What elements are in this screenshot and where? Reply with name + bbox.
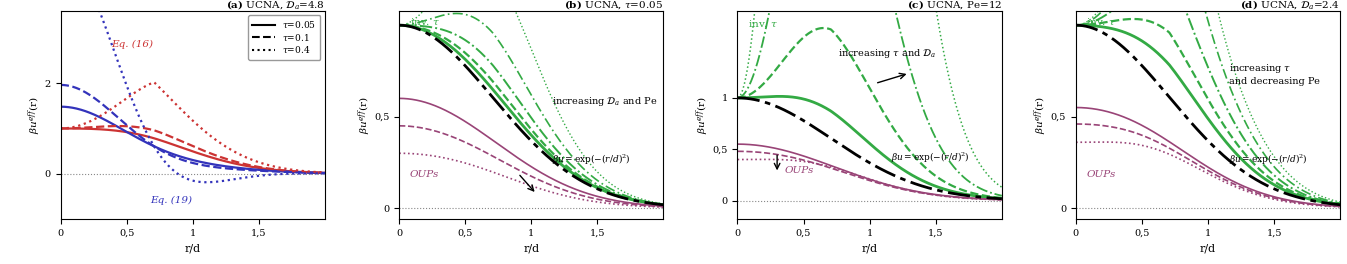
Text: OUPs: OUPs (1087, 170, 1115, 180)
Y-axis label: $\beta u^{eff}$(r): $\beta u^{eff}$(r) (356, 96, 373, 134)
Text: inv. $\tau$: inv. $\tau$ (409, 17, 440, 27)
Text: $\mathbf{(b)}$ UCNA, $\tau$=0.05: $\mathbf{(b)}$ UCNA, $\tau$=0.05 (564, 0, 664, 11)
Text: inv. $\tau$: inv. $\tau$ (1087, 17, 1117, 27)
Text: increasing $\tau$ and $\mathcal{D}_a$: increasing $\tau$ and $\mathcal{D}_a$ (838, 48, 936, 60)
X-axis label: r/d: r/d (185, 243, 201, 253)
Text: $\beta u{=}\exp(-(r/d)^2)$: $\beta u{=}\exp(-(r/d)^2)$ (552, 152, 632, 167)
Text: $\beta u{=}\exp(-(r/d)^2)$: $\beta u{=}\exp(-(r/d)^2)$ (890, 150, 970, 165)
Text: increasing $\tau$
and decreasing Pe: increasing $\tau$ and decreasing Pe (1230, 62, 1320, 86)
X-axis label: r/d: r/d (862, 243, 878, 253)
X-axis label: r/d: r/d (523, 243, 539, 253)
Text: $\beta u{=}\exp(-(r/d)^2)$: $\beta u{=}\exp(-(r/d)^2)$ (1230, 152, 1308, 167)
X-axis label: r/d: r/d (1200, 243, 1216, 253)
Text: Eq. (19): Eq. (19) (151, 196, 193, 205)
Text: inv. $\tau$: inv. $\tau$ (748, 19, 779, 29)
Text: OUPs: OUPs (409, 170, 439, 180)
Legend: $\tau$=0.05, $\tau$=0.1, $\tau$=0.4: $\tau$=0.05, $\tau$=0.1, $\tau$=0.4 (248, 15, 321, 60)
Text: $\mathbf{(c)}$ UCNA, Pe=12: $\mathbf{(c)}$ UCNA, Pe=12 (907, 0, 1002, 11)
Text: OUPs: OUPs (785, 166, 815, 175)
Text: increasing $\mathcal{D}_a$ and Pe: increasing $\mathcal{D}_a$ and Pe (552, 95, 657, 109)
Text: $\mathbf{(a)}$ UCNA, $\mathcal{D}_a$=4.8: $\mathbf{(a)}$ UCNA, $\mathcal{D}_a$=4.8 (226, 0, 325, 11)
Text: Eq. (16): Eq. (16) (110, 40, 152, 49)
Y-axis label: $\beta u^{eff}$(r): $\beta u^{eff}$(r) (27, 96, 43, 134)
Y-axis label: $\beta u^{eff}$(r): $\beta u^{eff}$(r) (694, 96, 711, 134)
Y-axis label: $\beta u^{eff}$(r): $\beta u^{eff}$(r) (1033, 96, 1049, 134)
Text: $\mathbf{(d)}$ UCNA, $\mathcal{D}_a$=2.4: $\mathbf{(d)}$ UCNA, $\mathcal{D}_a$=2.4 (1241, 0, 1340, 11)
